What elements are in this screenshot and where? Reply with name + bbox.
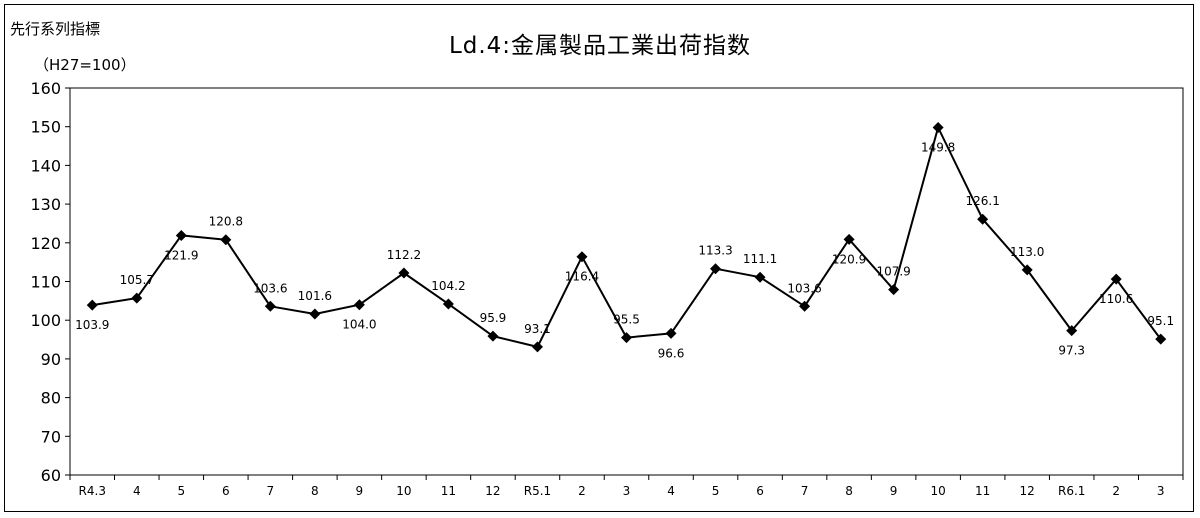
indicator-category-label: 先行系列指標 (10, 20, 101, 38)
x-tick-label: 11 (975, 484, 990, 498)
x-tick-label: 4 (667, 484, 675, 498)
data-label: 112.2 (387, 248, 421, 262)
y-axis-ticks: 60 70 80 90 100 110 120 130 140 150 160 (30, 79, 70, 485)
data-point (888, 284, 900, 296)
data-point (1110, 273, 1122, 285)
data-labels: 103.9 105.7 121.9 120.8 103.6 101.6 104.0 112.2… (75, 140, 1174, 360)
x-tick-label: 5 (177, 484, 185, 498)
data-label: 110.6 (1099, 292, 1133, 306)
x-tick-label: 3 (623, 484, 631, 498)
x-tick-label: 7 (801, 484, 809, 498)
data-point (977, 213, 989, 225)
y-tick-label: 110 (30, 273, 61, 292)
x-tick-label: 8 (311, 484, 319, 498)
x-tick-label: R5.1 (524, 484, 551, 498)
data-label: 113.3 (698, 244, 732, 258)
data-point (576, 251, 588, 263)
chart-axes (69, 87, 1184, 476)
x-tick-label: 6 (222, 484, 230, 498)
y-tick-label: 140 (30, 156, 61, 175)
y-tick-label: 130 (30, 195, 61, 214)
x-tick-label: 2 (578, 484, 586, 498)
x-tick-label: 3 (1157, 484, 1165, 498)
chart-title: Ld.4:金属製品工業出荷指数 (448, 33, 752, 59)
data-label: 126.1 (965, 194, 999, 208)
data-point (621, 332, 632, 344)
data-label: 121.9 (164, 248, 198, 262)
base-year-note: （H27=100） (34, 56, 136, 74)
data-label: 97.3 (1058, 344, 1085, 358)
data-label: 120.8 (209, 215, 243, 229)
data-label: 111.1 (743, 252, 777, 266)
x-tick-label: 6 (756, 484, 764, 498)
data-point (932, 121, 944, 133)
data-markers (86, 121, 1167, 353)
data-label: 103.6 (253, 281, 287, 295)
y-tick-label: 160 (30, 79, 61, 98)
data-label: 107.9 (876, 265, 910, 279)
x-tick-label: R6.1 (1058, 484, 1085, 498)
data-point (710, 263, 722, 275)
data-point (1066, 325, 1078, 337)
data-point (86, 299, 98, 311)
data-label: 93.1 (524, 322, 551, 336)
data-point (309, 308, 321, 320)
data-point (531, 341, 543, 353)
data-label: 95.5 (613, 313, 640, 327)
x-tick-label: 9 (890, 484, 898, 498)
data-point (843, 233, 855, 245)
data-label: 105.7 (120, 273, 154, 287)
data-label: 101.6 (298, 289, 332, 303)
data-point (175, 229, 187, 241)
data-point (1155, 333, 1167, 345)
data-label: 116.4 (565, 270, 599, 284)
x-tick-label: 8 (845, 484, 853, 498)
x-tick-label: 12 (485, 484, 500, 498)
y-tick-label: 100 (30, 311, 61, 330)
data-label: 103.6 (787, 281, 821, 295)
data-label: 104.0 (342, 318, 376, 332)
data-point (442, 298, 454, 310)
x-tick-label: 12 (1020, 484, 1035, 498)
data-label: 120.9 (832, 252, 866, 266)
chart-frame (4, 4, 1194, 512)
y-tick-label: 60 (41, 466, 61, 485)
data-point (398, 267, 410, 279)
data-point (1021, 264, 1033, 276)
x-tick-label: 11 (441, 484, 456, 498)
data-point (131, 292, 143, 304)
data-point (264, 300, 276, 312)
data-label: 113.0 (1010, 245, 1044, 259)
data-label: 95.1 (1147, 314, 1174, 328)
x-tick-label: 7 (267, 484, 275, 498)
y-tick-label: 120 (30, 234, 61, 253)
x-tick-label: 9 (356, 484, 364, 498)
y-tick-label: 90 (41, 350, 61, 369)
data-point (665, 327, 677, 339)
y-tick-label: 70 (41, 427, 61, 446)
x-tick-label: 10 (930, 484, 945, 498)
data-point (754, 271, 766, 283)
data-point (799, 300, 811, 312)
data-label: 149.8 (921, 140, 955, 154)
data-label: 95.9 (480, 311, 507, 325)
data-label: 103.9 (75, 318, 109, 332)
x-axis-ticks: R4.3 4 5 6 7 8 9 10 11 12 R5.1 2 3 4 5 6 7 8 9 10 11 12 R6.1 2 3 (69, 475, 1184, 498)
x-tick-label: 10 (396, 484, 411, 498)
x-tick-label: 2 (1112, 484, 1120, 498)
y-tick-label: 80 (41, 389, 61, 408)
x-tick-label: 5 (712, 484, 720, 498)
data-point (220, 234, 232, 246)
data-point (487, 330, 499, 342)
plot-area-border (69, 87, 1184, 476)
data-label: 104.2 (431, 279, 465, 293)
y-tick-label: 150 (30, 118, 61, 137)
data-point (353, 299, 365, 311)
x-tick-label: R4.3 (79, 484, 106, 498)
x-tick-label: 4 (133, 484, 141, 498)
data-label: 96.6 (658, 346, 685, 360)
